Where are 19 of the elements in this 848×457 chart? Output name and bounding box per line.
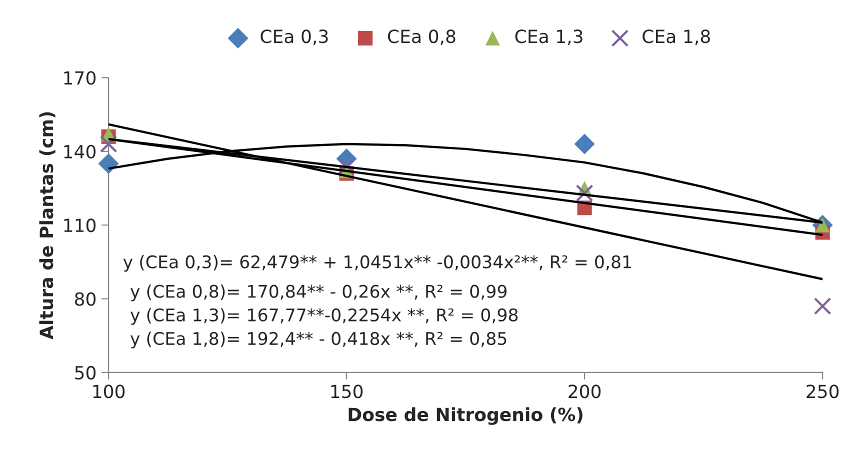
x-axis-title: Dose de Nitrogenio (%) [348,407,582,425]
legend-label: CEa 0,3 [260,30,328,46]
legend-label: CEa 1,8 [642,30,710,46]
y-tick-label: 50 [75,366,96,380]
annotation: y (CEa 0,3)= 62,479** + 1,0451x** -0,0034x²**, R² = 0,81 [123,255,631,272]
y-axis-title: Altura de Plantas (cm) [39,112,56,340]
y-tick-label: 140 [64,144,96,158]
x-tick-label: 200 [568,384,601,398]
x-tick-label: 250 [806,384,839,398]
y-tick-label: 170 [64,71,96,85]
annotation: y (CEa 1,3)= 167,77**-0,2254x **, R² = 0,98 [130,308,518,325]
y-tick-label: 110 [64,218,96,232]
legend-label: CEa 1,3 [515,30,582,46]
annotation: y (CEa 0,8)= 170,84** - 0,26x **, R² = 0,99 [130,284,507,302]
y-tick-label: 80 [74,292,96,306]
x-tick-label: 100 [93,384,125,398]
x-tick-label: 150 [331,384,363,398]
legend-label: CEa 0,8 [388,30,456,46]
annotation: y (CEa 1,8)= 192,4** - 0,418x **, R² = 0,85 [130,332,506,348]
